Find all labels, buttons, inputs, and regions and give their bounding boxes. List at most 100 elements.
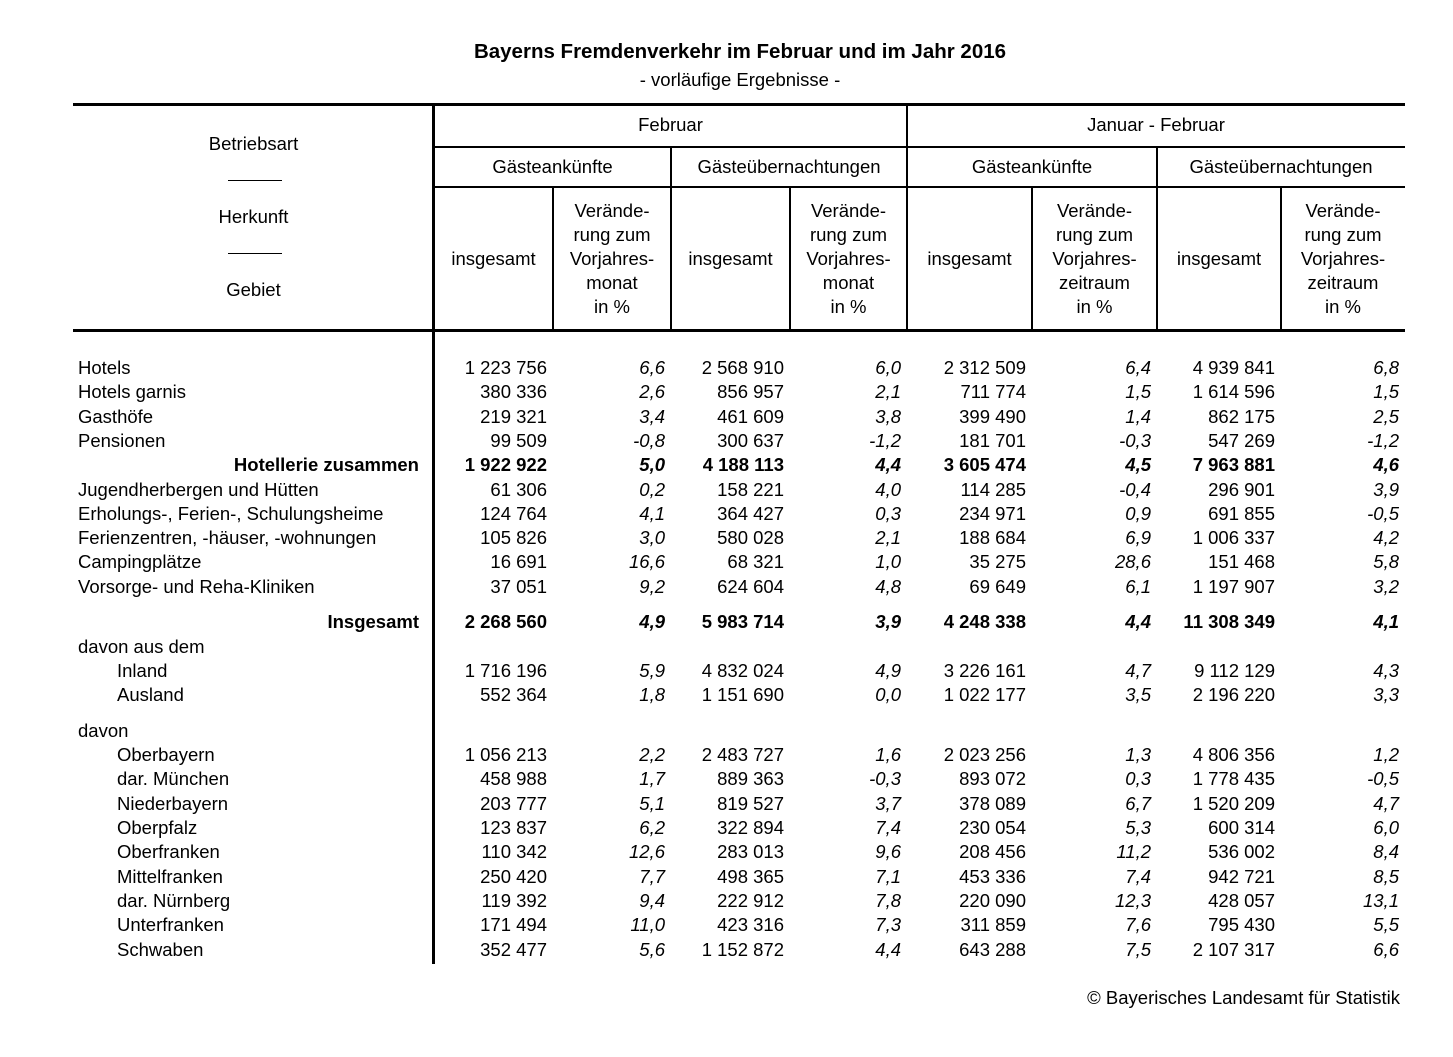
column-header: insgesamt xyxy=(688,248,773,269)
cell: 2 107 317 xyxy=(1192,938,1275,960)
cell: 2 196 220 xyxy=(1192,684,1275,705)
cell: 1 922 922 xyxy=(464,454,547,476)
stub-header: Herkunft xyxy=(218,206,289,227)
column-header: zeitraum xyxy=(1059,272,1130,294)
cell: 6,8 xyxy=(1373,357,1399,378)
cell: 0,3 xyxy=(1125,768,1151,790)
cell: 380 336 xyxy=(480,381,547,403)
cell: 3,0 xyxy=(639,527,665,549)
cell: 893 072 xyxy=(959,768,1026,790)
cell: 1,6 xyxy=(875,744,901,765)
cell: 889 363 xyxy=(717,768,784,790)
cell: 1,3 xyxy=(1125,744,1151,765)
cell: 547 269 xyxy=(1208,429,1275,451)
column-header: Verände- xyxy=(810,199,887,221)
column-header: Verände- xyxy=(1305,199,1381,221)
column-header: rung zum xyxy=(809,223,888,245)
cell: 6,0 xyxy=(875,357,901,378)
row-label: Campingplätze xyxy=(78,551,202,573)
measure-header: Gästeübernachtungen xyxy=(697,156,881,177)
row-label: Oberpfalz xyxy=(117,817,198,839)
row-label: dar. Nürnberg xyxy=(117,890,231,912)
cell: 2,6 xyxy=(639,381,665,403)
cell: 6,9 xyxy=(1125,527,1151,549)
cell: 4,7 xyxy=(1373,792,1399,814)
cell: 795 430 xyxy=(1208,914,1275,936)
column-header: zeitraum xyxy=(1307,272,1379,294)
cell: 222 912 xyxy=(717,890,784,912)
row-label: Pensionen xyxy=(78,429,166,451)
cell: 2 268 560 xyxy=(464,611,547,632)
cell: 3 226 161 xyxy=(943,660,1026,681)
cell: 3 605 474 xyxy=(943,454,1026,476)
cell: 16,6 xyxy=(628,551,665,573)
cell: 1 614 596 xyxy=(1192,381,1275,403)
cell: 643 288 xyxy=(959,938,1026,960)
cell: 0,0 xyxy=(875,684,901,705)
cell: 296 901 xyxy=(1208,478,1275,500)
row-label: davon xyxy=(78,720,129,741)
cell: 6,2 xyxy=(639,817,665,839)
cell: 219 321 xyxy=(480,405,547,427)
cell: 819 527 xyxy=(717,792,784,814)
cell: 123 837 xyxy=(480,817,547,839)
cell: 1 223 756 xyxy=(464,357,547,378)
row-label: Hotels xyxy=(78,357,131,378)
cell: 3,9 xyxy=(1373,478,1399,500)
cell: 6,4 xyxy=(1125,357,1151,378)
row-label: Insgesamt xyxy=(327,611,419,632)
cell: 5,0 xyxy=(639,454,665,476)
cell: 5,1 xyxy=(639,792,665,814)
cell: 4,1 xyxy=(1373,611,1399,632)
rule xyxy=(73,329,1405,332)
row-label: Ferienzentren, -häuser, -wohnungen xyxy=(78,527,377,549)
row-label: Inland xyxy=(117,660,168,681)
cell: 1 056 213 xyxy=(464,744,547,765)
column-header: in % xyxy=(1325,296,1361,318)
row-label: Jugendherbergen und Hütten xyxy=(78,478,319,500)
measure-header: Gästeübernachtungen xyxy=(1189,156,1373,177)
rule xyxy=(1280,188,1282,330)
cell: 181 701 xyxy=(959,429,1026,451)
cell: 250 420 xyxy=(480,865,547,887)
cell: 580 028 xyxy=(717,527,784,549)
copyright: © Bayerisches Landesamt für Statistik xyxy=(1087,987,1400,1008)
cell: 5,9 xyxy=(639,660,665,681)
cell: 9,2 xyxy=(639,575,665,597)
cell: 68 321 xyxy=(727,551,784,573)
cell: 1 197 907 xyxy=(1192,575,1275,597)
cell: 4,1 xyxy=(639,502,665,524)
cell: -0,5 xyxy=(1367,768,1399,790)
cell: 7,7 xyxy=(639,865,665,887)
cell: 399 490 xyxy=(959,405,1026,427)
cell: 4,3 xyxy=(1373,660,1399,681)
cell: 114 285 xyxy=(960,478,1027,500)
cell: 1 151 690 xyxy=(701,684,784,705)
cell: 7,5 xyxy=(1125,938,1151,960)
rule xyxy=(435,146,1405,148)
cell: 3,7 xyxy=(875,792,901,814)
cell: 352 477 xyxy=(480,938,547,960)
cell: 0,3 xyxy=(875,502,901,524)
cell: 536 002 xyxy=(1208,841,1275,863)
cell: 5,6 xyxy=(639,938,665,960)
cell: 4,8 xyxy=(875,575,901,597)
cell: 1,7 xyxy=(639,768,665,790)
cell: 4,5 xyxy=(1125,454,1151,476)
cell: 1 152 872 xyxy=(701,938,784,960)
rule xyxy=(906,106,908,330)
cell: 1,5 xyxy=(1373,381,1399,403)
cell: 8,5 xyxy=(1373,865,1399,887)
measure-header: Gästeankünfte xyxy=(971,156,1093,177)
row-label: Schwaben xyxy=(117,938,204,960)
row-label: Oberfranken xyxy=(117,841,220,863)
column-header: Vorjahres- xyxy=(1300,248,1386,269)
period-header: Februar xyxy=(638,114,703,135)
cell: 7,6 xyxy=(1125,914,1151,936)
cell: 119 392 xyxy=(481,890,548,912)
cell: 1,0 xyxy=(875,551,901,573)
cell: 9 112 129 xyxy=(1194,660,1275,681)
rule xyxy=(1156,148,1158,330)
cell: 5,5 xyxy=(1373,914,1399,936)
cell: 158 221 xyxy=(717,478,784,500)
